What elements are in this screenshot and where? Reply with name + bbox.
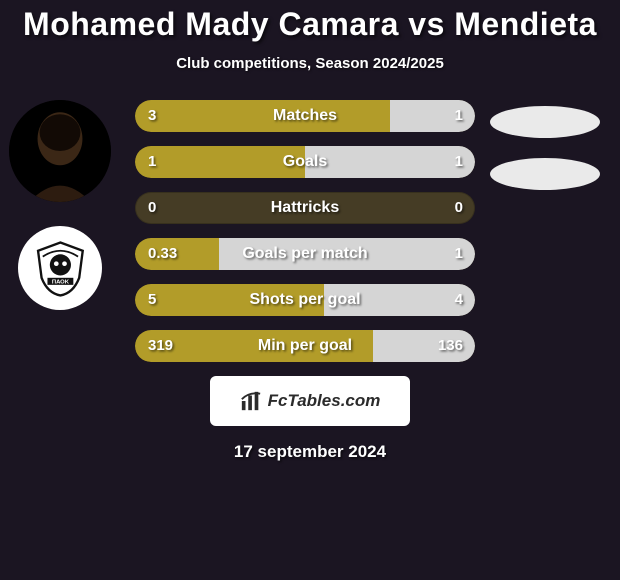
stat-row: Goals per match0.331 <box>0 238 620 270</box>
stat-value-right: 1 <box>135 100 463 132</box>
stat-row: Hattricks00 <box>0 192 620 224</box>
date-line: 17 september 2024 <box>0 442 620 462</box>
brand-text: FcTables.com <box>268 391 381 411</box>
stat-value-right: 4 <box>135 284 463 316</box>
stat-row: Goals11 <box>0 146 620 178</box>
page-title: Mohamed Mady Camara vs Mendieta <box>0 0 620 43</box>
stat-row: Min per goal319136 <box>0 330 620 362</box>
stat-value-right: 0 <box>135 192 463 224</box>
subtitle: Club competitions, Season 2024/2025 <box>0 55 620 72</box>
content-area: ΠΑΟΚ Matches31Goals11Hattricks00Goals pe… <box>0 100 620 362</box>
stat-value-right: 1 <box>135 238 463 270</box>
stat-row: Matches31 <box>0 100 620 132</box>
stat-row: Shots per goal54 <box>0 284 620 316</box>
brand-bars-icon <box>240 390 262 412</box>
stat-value-right: 136 <box>135 330 463 362</box>
brand-badge: FcTables.com <box>210 376 410 426</box>
stat-value-right: 1 <box>135 146 463 178</box>
